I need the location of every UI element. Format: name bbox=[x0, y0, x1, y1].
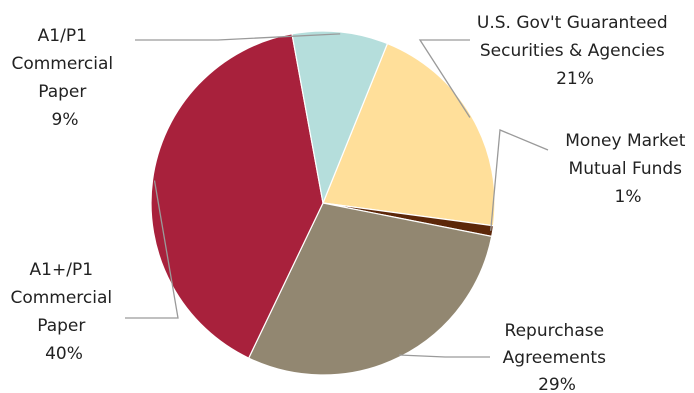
pie-slices bbox=[150, 30, 496, 376]
leader-a1plus-p1 bbox=[125, 180, 179, 319]
leader-us-gov bbox=[418, 39, 471, 118]
leader-repurchase bbox=[399, 354, 490, 358]
slice-a1plus-p1 bbox=[150, 33, 324, 359]
slice-repurchase bbox=[247, 202, 493, 376]
leader-a1-p1 bbox=[135, 33, 341, 41]
label-us-gov: U.S. Gov't Guaranteed Securities & Agenc… bbox=[477, 13, 673, 89]
leader-money-market bbox=[490, 129, 549, 231]
label-a1-p1: A1/P1 Commercial Paper 9% bbox=[11, 26, 118, 130]
label-money-market: Money Market Mutual Funds 1% bbox=[565, 131, 691, 207]
slice-a1-p1 bbox=[291, 30, 389, 206]
leader-lines bbox=[125, 33, 549, 358]
label-a1plus-p1: A1+/P1 Commercial Paper 40% bbox=[10, 260, 117, 364]
label-repurchase: Repurchase Agreements 29% bbox=[503, 321, 612, 393]
slice-us-gov bbox=[322, 42, 496, 227]
